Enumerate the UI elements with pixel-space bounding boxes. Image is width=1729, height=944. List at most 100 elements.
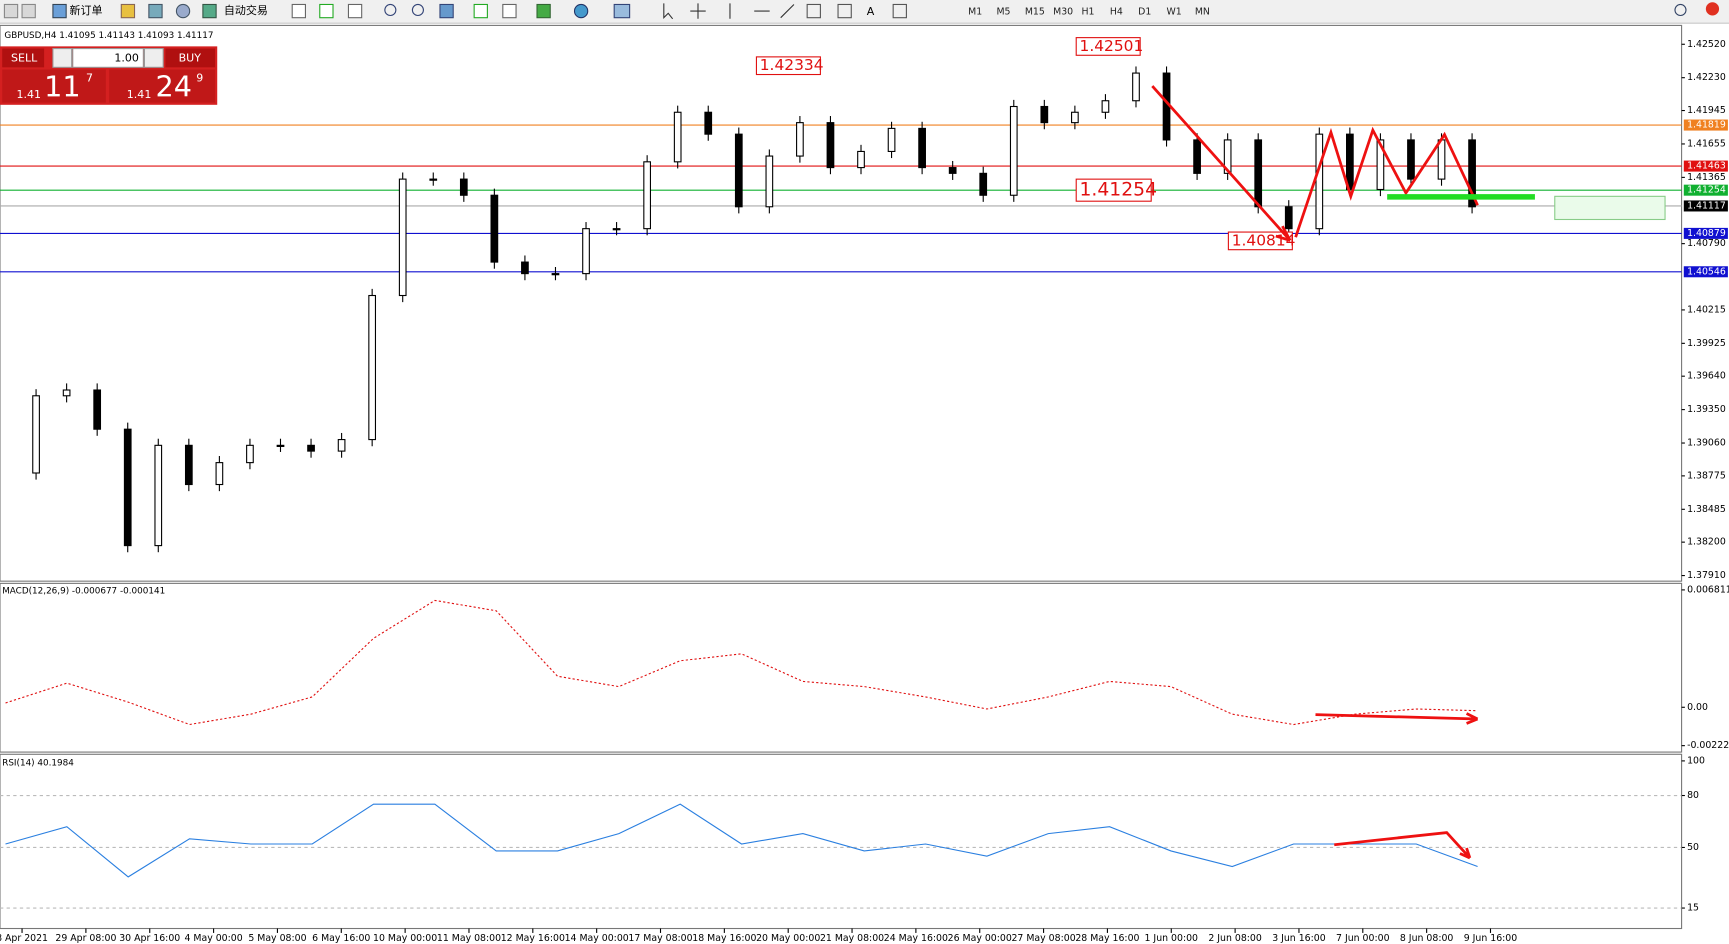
y-tick-label: 1.42230 — [1687, 72, 1726, 83]
y-tick-label: 1.39640 — [1687, 371, 1726, 382]
candle — [734, 133, 743, 208]
candle — [1132, 72, 1140, 102]
price-annotation: 1.41254 — [1080, 180, 1157, 201]
timeframe-button[interactable]: D1 — [1138, 7, 1151, 18]
volume-field[interactable] — [72, 48, 144, 68]
y-tick-label: -0.002227 — [1687, 740, 1729, 751]
y-tick-label: 1.41945 — [1687, 105, 1726, 116]
price-panel — [0, 24, 1683, 582]
candle — [1376, 139, 1385, 191]
chart-content: 1.42520 1.42230 1.41945 1.41655 1.41365 1.402… — [0, 37, 1729, 944]
price-annotation-box — [755, 56, 821, 76]
sell-label[interactable]: SELL — [11, 51, 38, 64]
level-label-bg — [1683, 266, 1728, 278]
sell-price-box[interactable] — [2, 69, 106, 103]
level-label: 1.40546 — [1687, 266, 1726, 277]
timeframe-button[interactable]: W1 — [1167, 7, 1182, 18]
candle — [948, 167, 957, 174]
level-label-bg — [1683, 227, 1728, 239]
timeframe-button[interactable]: M5 — [996, 7, 1010, 18]
x-tick-label: 2 Jun 08:00 — [1208, 933, 1262, 944]
y-tick-label: 1.39350 — [1687, 404, 1726, 415]
candle — [521, 261, 529, 275]
candle — [307, 444, 315, 452]
buy-price-box[interactable] — [109, 69, 216, 103]
candle — [246, 444, 254, 464]
candle — [796, 122, 804, 157]
candle — [1437, 139, 1446, 180]
y-tick-label: 1.39060 — [1687, 438, 1726, 449]
x-tick-label: 10 May 00:00 — [373, 933, 437, 944]
candle — [1346, 133, 1354, 191]
level-label: 1.41463 — [1687, 161, 1726, 172]
candle — [1193, 139, 1201, 174]
y-tick-label: 100 — [1687, 755, 1705, 766]
sell-pips: 11 — [44, 69, 80, 103]
buy-button-bg[interactable] — [165, 48, 216, 68]
timeframe-bar: M1 M5 M15 M30 H1 H4 D1 W1 MN — [968, 7, 1210, 18]
macd-header: MACD(12,26,9) -0.000677 -0.000141 — [2, 587, 165, 597]
toolbar-icons: A — [3, 2, 1720, 20]
candle — [184, 444, 193, 486]
candle — [979, 172, 988, 196]
x-tick-label: 7 Jun 00:00 — [1336, 933, 1390, 944]
timeframe-button[interactable]: M1 — [968, 7, 982, 18]
volume-down[interactable] — [52, 48, 73, 68]
one-click-panel — [0, 46, 218, 105]
buy-pips: 24 — [155, 69, 191, 103]
volume-value[interactable]: 1.00 — [114, 51, 139, 64]
y-tick-label: 0.006811 — [1687, 584, 1729, 595]
y-tick-label: 1.40215 — [1687, 304, 1726, 315]
y-tick-label: 1.38200 — [1687, 537, 1726, 548]
note-box — [1554, 195, 1666, 221]
y-tick-label: 50 — [1687, 842, 1699, 853]
x-tick-label: 11 May 08:00 — [437, 933, 501, 944]
drawn-arrows — [1151, 85, 1479, 860]
price-annotation-box — [1075, 37, 1141, 56]
candle — [1223, 139, 1232, 174]
turning-point-bar — [1387, 194, 1535, 200]
level-label-bg — [1683, 160, 1728, 172]
candle — [857, 150, 865, 169]
x-tick-label: 8 Apr 2021 — [0, 933, 48, 944]
level-label: 1.41117 — [1687, 200, 1726, 211]
price-annotation: 1.42334 — [760, 56, 824, 74]
candle — [1101, 100, 1110, 113]
candle — [276, 444, 285, 447]
candle — [93, 389, 102, 430]
x-tick-label: 26 May 00:00 — [948, 933, 1012, 944]
y-tick-label: 1.41655 — [1687, 138, 1726, 149]
sell-big-figure: 1.41 — [17, 88, 42, 101]
price-annotation-box — [1075, 178, 1152, 202]
candle — [551, 273, 560, 276]
rsi-line — [5, 803, 1478, 878]
buy-label[interactable]: BUY — [179, 51, 202, 64]
timeframe-button[interactable]: H1 — [1082, 7, 1095, 18]
timeframe-button[interactable]: MN — [1195, 7, 1210, 18]
candle — [704, 111, 713, 135]
rsi-panel — [0, 753, 1683, 930]
timeframe-button[interactable]: H4 — [1110, 7, 1123, 18]
symbol-header: GBPUSD,H4 1.41095 1.41143 1.41093 1.4111… — [4, 31, 213, 41]
x-tick-label: 24 May 16:00 — [884, 933, 948, 944]
candle — [215, 462, 224, 486]
auto-trading-button[interactable]: 自动交易 — [224, 3, 268, 17]
candle — [1284, 206, 1293, 230]
new-order-button[interactable]: 新订单 — [69, 3, 102, 17]
sell-button-bg[interactable] — [2, 48, 45, 68]
candle — [582, 228, 590, 275]
volume-up[interactable] — [143, 48, 164, 68]
x-tick-label: 27 May 08:00 — [1011, 933, 1075, 944]
level-label-bg — [1683, 200, 1728, 212]
x-tick-label: 9 Jun 16:00 — [1464, 933, 1518, 944]
candle — [765, 155, 774, 208]
y-tick-label: 1.40790 — [1687, 238, 1726, 249]
timeframe-button[interactable]: M30 — [1053, 7, 1073, 18]
candle — [154, 444, 163, 547]
toolbar — [0, 0, 1729, 24]
x-tick-label: 21 May 08:00 — [820, 933, 884, 944]
timeframe-button[interactable]: M15 — [1025, 7, 1045, 18]
candle — [643, 161, 651, 230]
x-tick-label: 6 May 16:00 — [312, 933, 370, 944]
